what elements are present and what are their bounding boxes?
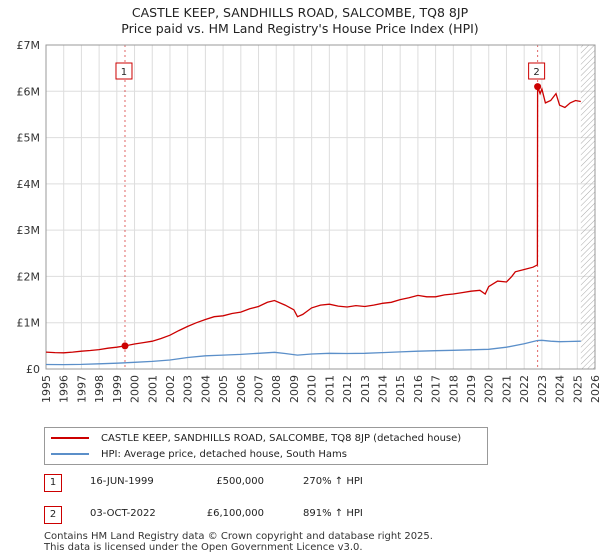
x-tick-label: 2004 [199,375,212,403]
x-tick-label: 2009 [288,375,301,403]
x-tick-label: 2002 [164,375,177,403]
x-tick-label: 2011 [323,375,336,403]
x-tick-label: 2023 [536,375,549,403]
series-line-property [45,86,581,354]
sale-hpi-change: 270% ↑ HPI [303,476,363,487]
x-tick-label: 1997 [75,375,88,403]
x-tick-label: 2000 [129,375,142,403]
price-chart: £0 £1M £2M £3M £4M £5M £6M £7M 1995 1996 1997 1998 1… [17,39,600,403]
x-tick-label: 2007 [253,375,266,403]
footer-licence: This data is licensed under the Open Gov… [44,542,363,553]
x-tick-label: 2024 [554,375,567,403]
x-tick-label: 2003 [182,375,195,403]
future-hatch-region [580,45,595,369]
x-tick-label: 2001 [146,375,159,403]
chart-subtitle: Price paid vs. HM Land Registry's House … [121,21,479,36]
chart-legend: CASTLE KEEP, SANDHILLS ROAD, SALCOMBE, T… [44,427,488,465]
sale-price: £500,000 [216,476,264,487]
sale-hpi-change: 891% ↑ HPI [303,508,363,519]
y-tick-label: £3M [17,224,41,237]
sale-marker-badge: 1 [44,474,62,492]
x-tick-label: 2008 [270,375,283,403]
legend-swatch-property [51,437,89,439]
legend-item-property: CASTLE KEEP, SANDHILLS ROAD, SALCOMBE, T… [51,431,461,445]
y-tick-label: £1M [17,317,41,330]
sale-label-box [528,62,546,80]
footer-copyright: Contains HM Land Registry data © Crown c… [44,531,433,542]
x-tick-label: 2014 [376,375,389,403]
x-tick-label: 2026 [589,375,600,403]
y-tick-label: £5M [17,132,41,145]
x-tick-label: 2025 [571,375,584,403]
sale-label-number: 1 [121,67,127,78]
y-tick-label: £7M [17,39,41,52]
x-tick-label: 2020 [483,375,496,403]
sale-price: £6,100,000 [206,508,264,519]
x-tick-label: 2012 [341,375,354,403]
x-tick-label: 2019 [465,375,478,403]
legend-label-hpi: HPI: Average price, detached house, Sout… [101,448,347,460]
sale-marker-badge: 2 [44,506,62,524]
x-tick-label: 1996 [58,375,71,403]
sale-point [121,342,129,350]
sale-date: 03-OCT-2022 [90,508,156,519]
sale-label-box [115,62,133,80]
x-tick-label: 2021 [500,375,513,403]
x-tick-label: 1998 [93,375,106,403]
sale-point [534,83,542,91]
x-tick-label: 2010 [306,375,319,403]
y-tick-label: £6M [17,85,41,98]
x-tick-label: 1995 [40,375,53,403]
x-tick-label: 2006 [235,375,248,403]
sale-label-number: 2 [533,67,539,78]
chart-title-address: CASTLE KEEP, SANDHILLS ROAD, SALCOMBE, T… [131,5,469,20]
x-tick-label: 2018 [447,375,460,403]
x-tick-label: 2015 [394,375,407,403]
plot-area [46,45,595,369]
series-line-hpi [45,339,581,366]
x-tick-label: 2016 [412,375,425,403]
legend-item-hpi: HPI: Average price, detached house, Sout… [51,447,347,461]
x-tick-label: 2013 [359,375,372,403]
x-tick-label: 2017 [430,375,443,403]
x-tick-label: 1999 [111,375,124,403]
y-tick-label: £4M [17,178,41,191]
x-tick-label: 2022 [518,375,531,403]
sale-date: 16-JUN-1999 [90,476,154,487]
y-tick-label: £2M [17,270,41,283]
x-tick-label: 2005 [217,375,230,403]
y-tick-label: £0 [26,363,40,376]
plot-frame [45,44,596,370]
legend-swatch-hpi [51,453,89,455]
legend-label-property: CASTLE KEEP, SANDHILLS ROAD, SALCOMBE, T… [101,432,462,444]
